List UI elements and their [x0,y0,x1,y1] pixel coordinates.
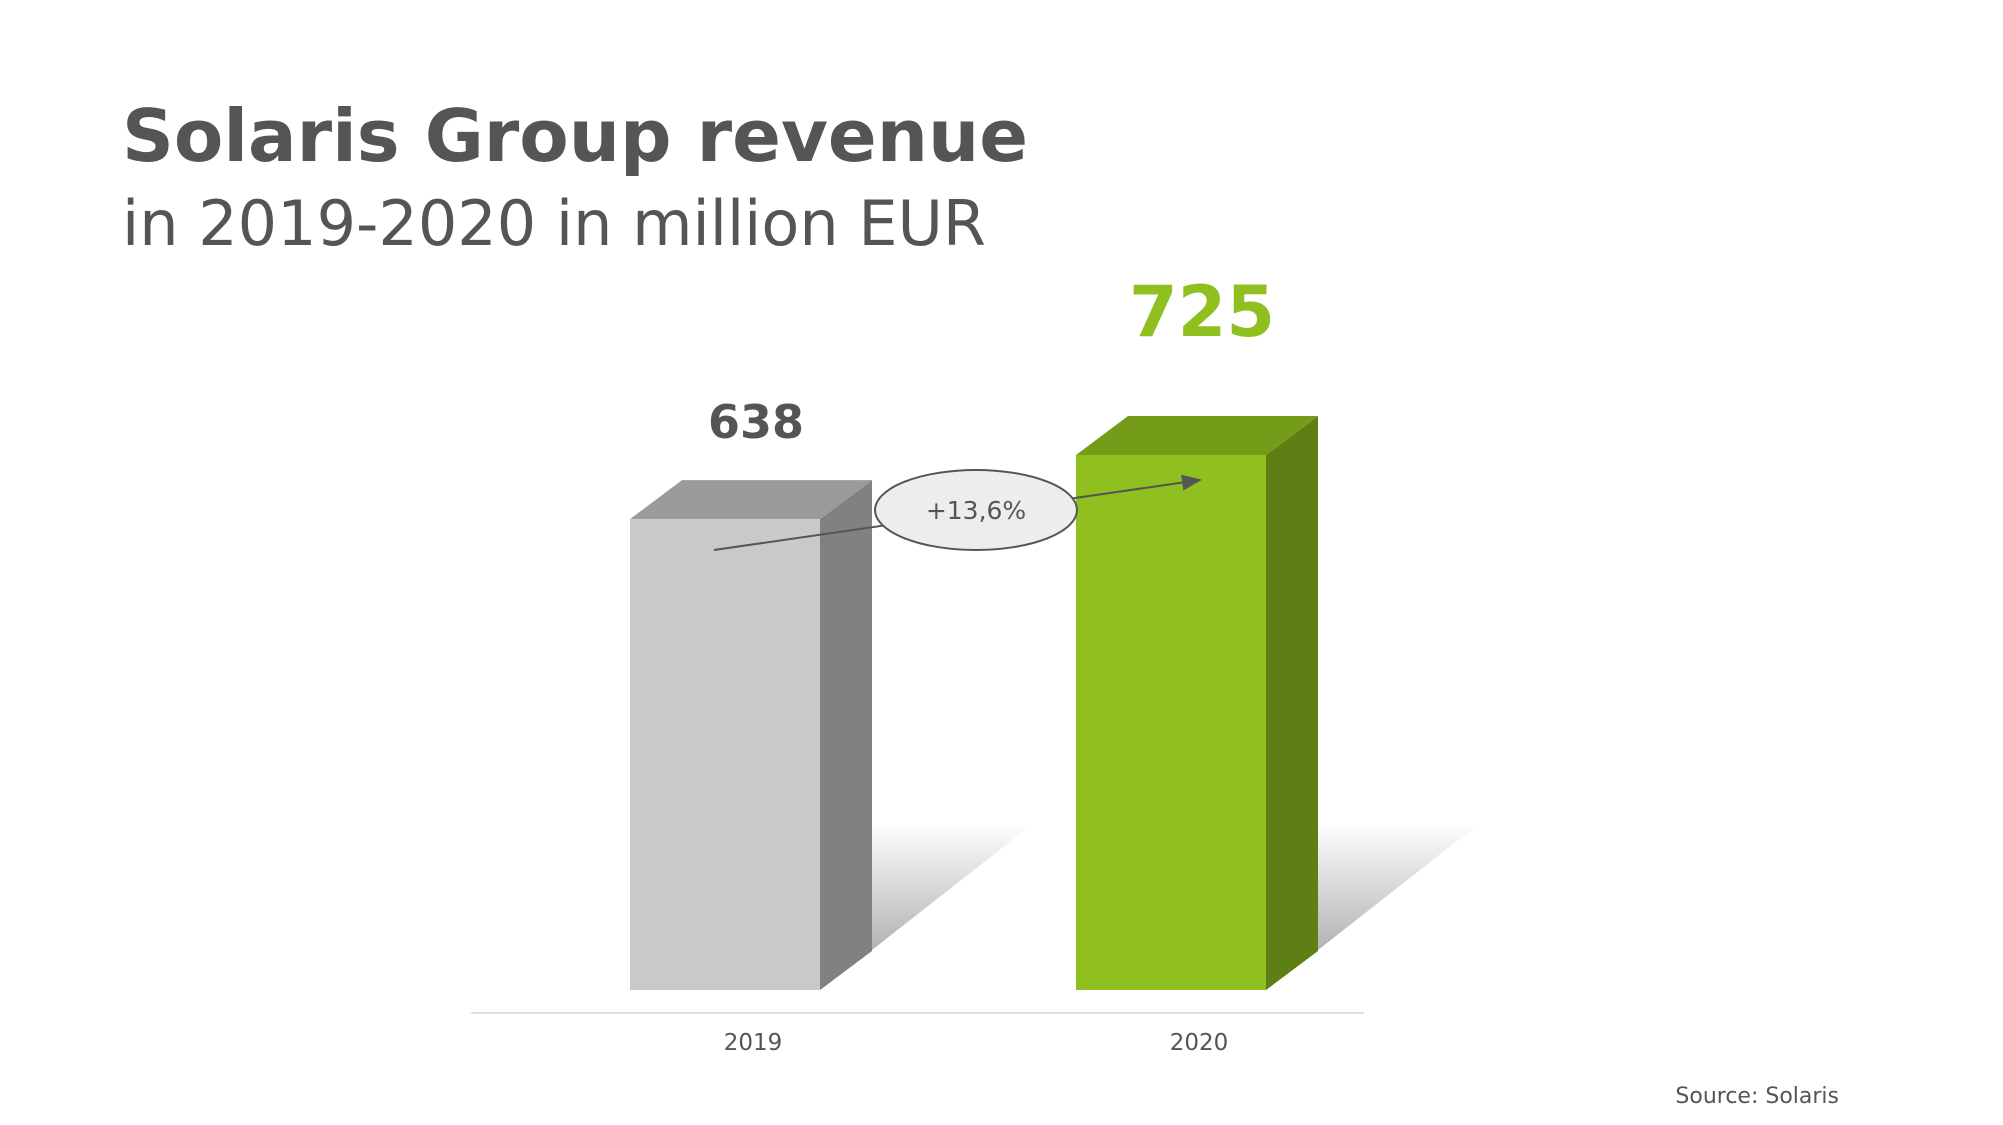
value-label: 638 [708,395,804,449]
growth-bubble [874,469,1078,551]
bar [630,519,820,990]
bar-side [1266,415,1318,990]
bars: 638 2019 725 2020 [630,271,1480,1056]
bar-top [1076,415,1318,455]
x-tick-label: 2020 [1170,1030,1229,1056]
bar-top [630,480,872,520]
growth-label: +13,6% [926,496,1026,525]
chart-subtitle: in 2019-2020 in million EUR [122,187,986,260]
bar [1076,454,1266,990]
bar-side [820,480,872,990]
value-label: 725 [1129,271,1275,353]
chart-title: Solaris Group revenue [122,94,1028,178]
x-tick-label: 2019 [724,1030,783,1056]
source-note: Source: Solaris [1675,1084,1839,1109]
bar-shadow [820,823,1034,990]
bar-shadow [1266,823,1480,990]
